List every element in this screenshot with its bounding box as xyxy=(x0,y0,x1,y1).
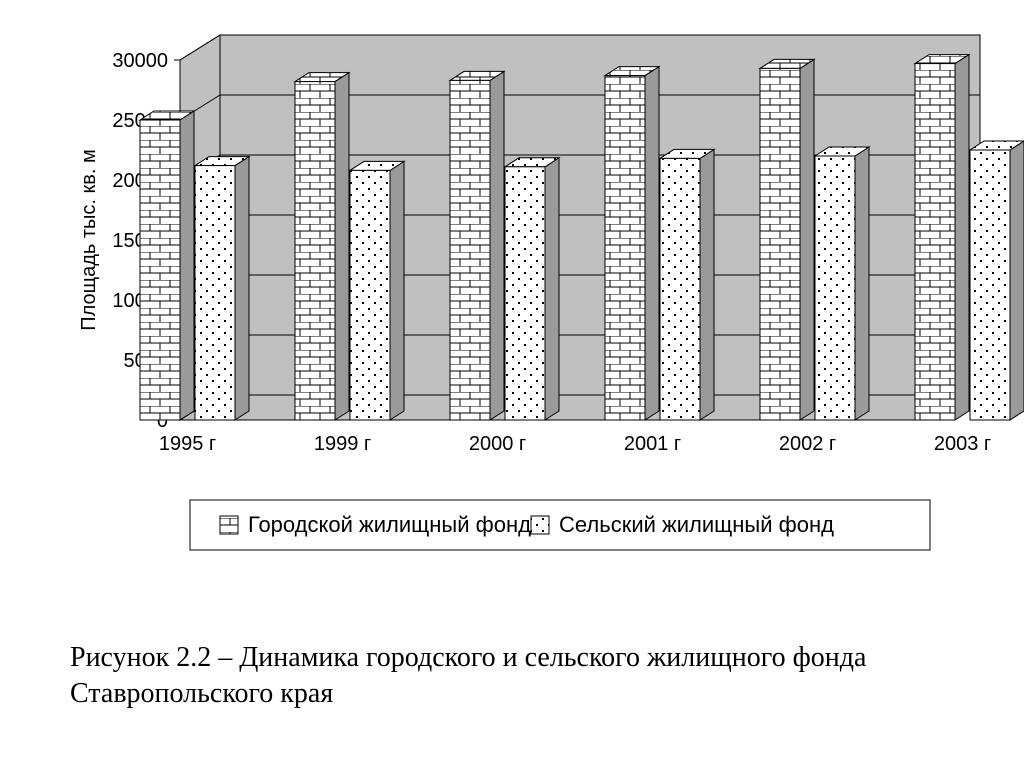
legend-item: Сельский жилищный фонд xyxy=(531,512,834,537)
bar xyxy=(140,111,194,420)
bar-chart-3d: 050001000015000200002500030000Площадь ты… xyxy=(0,0,1024,620)
legend-label: Сельский жилищный фонд xyxy=(559,512,834,537)
bar xyxy=(970,141,1024,420)
x-tick-label: 2001 г xyxy=(624,433,681,455)
bar xyxy=(760,59,814,420)
bar xyxy=(605,67,659,420)
x-tick-label: 2002 г xyxy=(779,433,836,455)
bar xyxy=(815,147,869,420)
x-tick-label: 1999 г xyxy=(314,433,371,455)
x-tick-label: 2000 г xyxy=(469,433,526,455)
bar xyxy=(450,71,504,420)
bar xyxy=(350,161,404,420)
figure-container: 050001000015000200002500030000Площадь ты… xyxy=(0,0,1024,767)
figure-caption: Рисунок 2.2 – Динамика городского и сель… xyxy=(70,640,950,713)
svg-text:30000: 30000 xyxy=(112,50,168,72)
bar xyxy=(915,55,969,420)
x-tick-label: 2003 г xyxy=(934,433,991,455)
legend-item: Городской жилищный фонд xyxy=(220,512,531,537)
y-axis-label: Площадь тыс. кв. м xyxy=(78,149,100,331)
bar xyxy=(295,73,349,420)
legend-label: Городской жилищный фонд xyxy=(248,512,531,537)
x-tick-label: 1995 г xyxy=(159,433,216,455)
bar xyxy=(660,149,714,420)
bar xyxy=(505,158,559,420)
bar xyxy=(195,157,249,420)
